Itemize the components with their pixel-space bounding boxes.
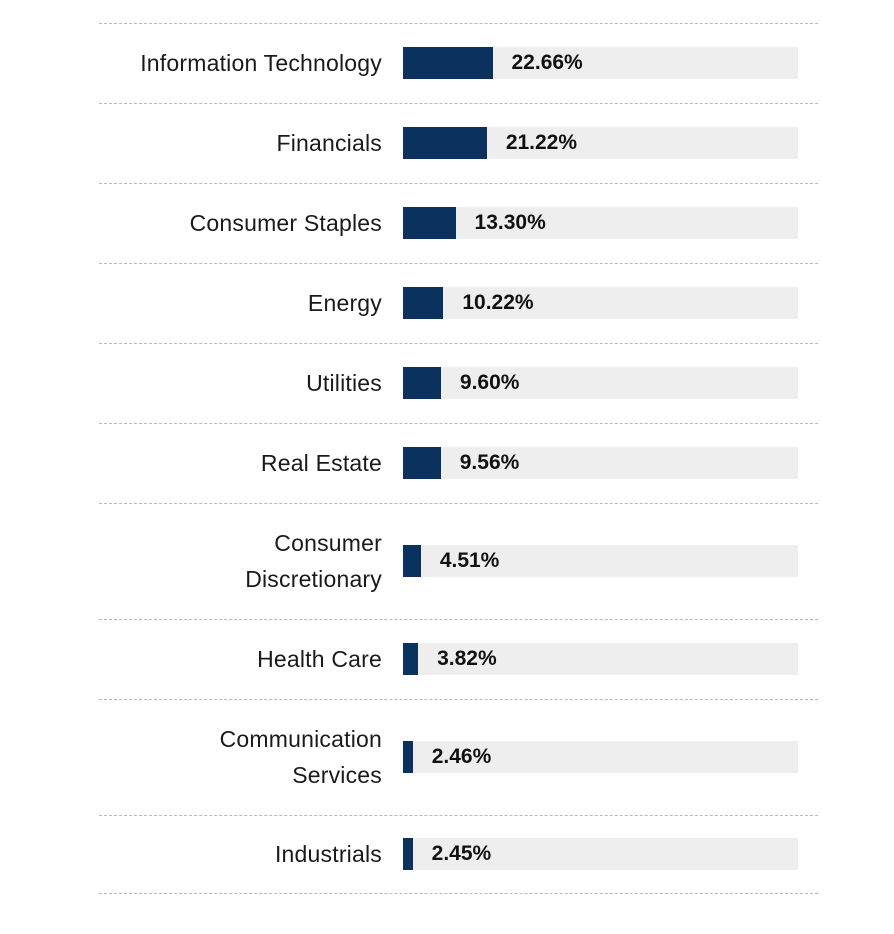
bar-track: 21.22% <box>403 127 798 159</box>
bar <box>403 207 456 239</box>
row-divider <box>99 103 818 104</box>
category-label: Industrials <box>274 841 382 867</box>
row-divider <box>99 183 818 184</box>
value-label: 9.60% <box>459 371 520 394</box>
row-divider <box>99 619 818 620</box>
category-label: Financials <box>276 130 382 156</box>
bar-track: 9.60% <box>403 367 798 399</box>
bar-track: 2.46% <box>403 741 798 773</box>
category-label: Information Technology <box>140 50 382 76</box>
bar-track: 2.45% <box>403 838 798 870</box>
value-label: 9.56% <box>459 451 520 474</box>
row-divider <box>99 423 818 424</box>
row-divider <box>99 893 818 894</box>
row-divider <box>99 23 818 24</box>
row-divider <box>99 263 818 264</box>
value-label: 2.46% <box>431 745 492 768</box>
bar <box>403 127 487 159</box>
value-label: 10.22% <box>462 291 534 314</box>
bar <box>403 47 493 79</box>
bar <box>403 287 444 319</box>
category-label: Consumer Staples <box>189 210 382 236</box>
bar-track: 9.56% <box>403 447 798 479</box>
category-label: Health Care <box>257 646 382 672</box>
bar-track: 10.22% <box>403 287 798 319</box>
bar <box>403 545 421 577</box>
category-label: Utilities <box>306 370 382 396</box>
category-label: Real Estate <box>260 450 382 476</box>
bar <box>403 838 413 870</box>
bar-track: 4.51% <box>403 545 798 577</box>
bar-track: 13.30% <box>403 207 798 239</box>
bar <box>403 741 413 773</box>
value-label: 4.51% <box>439 549 500 572</box>
value-label: 21.22% <box>505 131 578 154</box>
category-label: Energy <box>307 290 382 316</box>
bar <box>403 447 441 479</box>
value-label: 2.45% <box>431 842 492 865</box>
bar <box>403 643 419 675</box>
bar <box>403 367 441 399</box>
row-divider <box>99 815 818 816</box>
bar-track: 3.82% <box>403 643 798 675</box>
value-label: 13.30% <box>474 211 546 234</box>
category-label: Communication Services <box>219 726 382 788</box>
row-divider <box>99 503 818 504</box>
row-divider <box>99 699 818 700</box>
category-label: Consumer Discretionary <box>245 530 382 592</box>
value-label: 3.82% <box>437 647 497 670</box>
row-divider <box>99 343 818 344</box>
value-label: 22.66% <box>511 51 583 74</box>
bar-track: 22.66% <box>403 47 798 79</box>
